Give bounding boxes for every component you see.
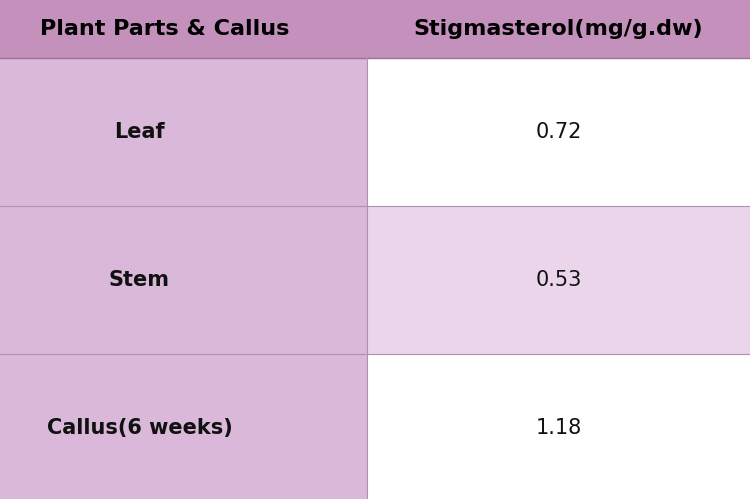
- Text: Leaf: Leaf: [114, 122, 165, 142]
- Bar: [0, 354, 367, 499]
- Text: 1.18: 1.18: [536, 418, 582, 438]
- Text: Stem: Stem: [109, 270, 170, 290]
- Bar: [0, 206, 367, 354]
- Text: 0.53: 0.53: [536, 270, 582, 290]
- Text: Callus(6 weeks): Callus(6 weeks): [46, 418, 232, 438]
- Bar: [367, 206, 750, 354]
- Bar: [0, 58, 367, 206]
- Bar: [0, 0, 750, 58]
- Bar: [367, 58, 750, 206]
- Text: 0.72: 0.72: [536, 122, 582, 142]
- Bar: [367, 354, 750, 499]
- Text: Plant Parts & Callus: Plant Parts & Callus: [40, 19, 290, 39]
- Text: Stigmasterol(mg/g.dw): Stigmasterol(mg/g.dw): [414, 19, 704, 39]
